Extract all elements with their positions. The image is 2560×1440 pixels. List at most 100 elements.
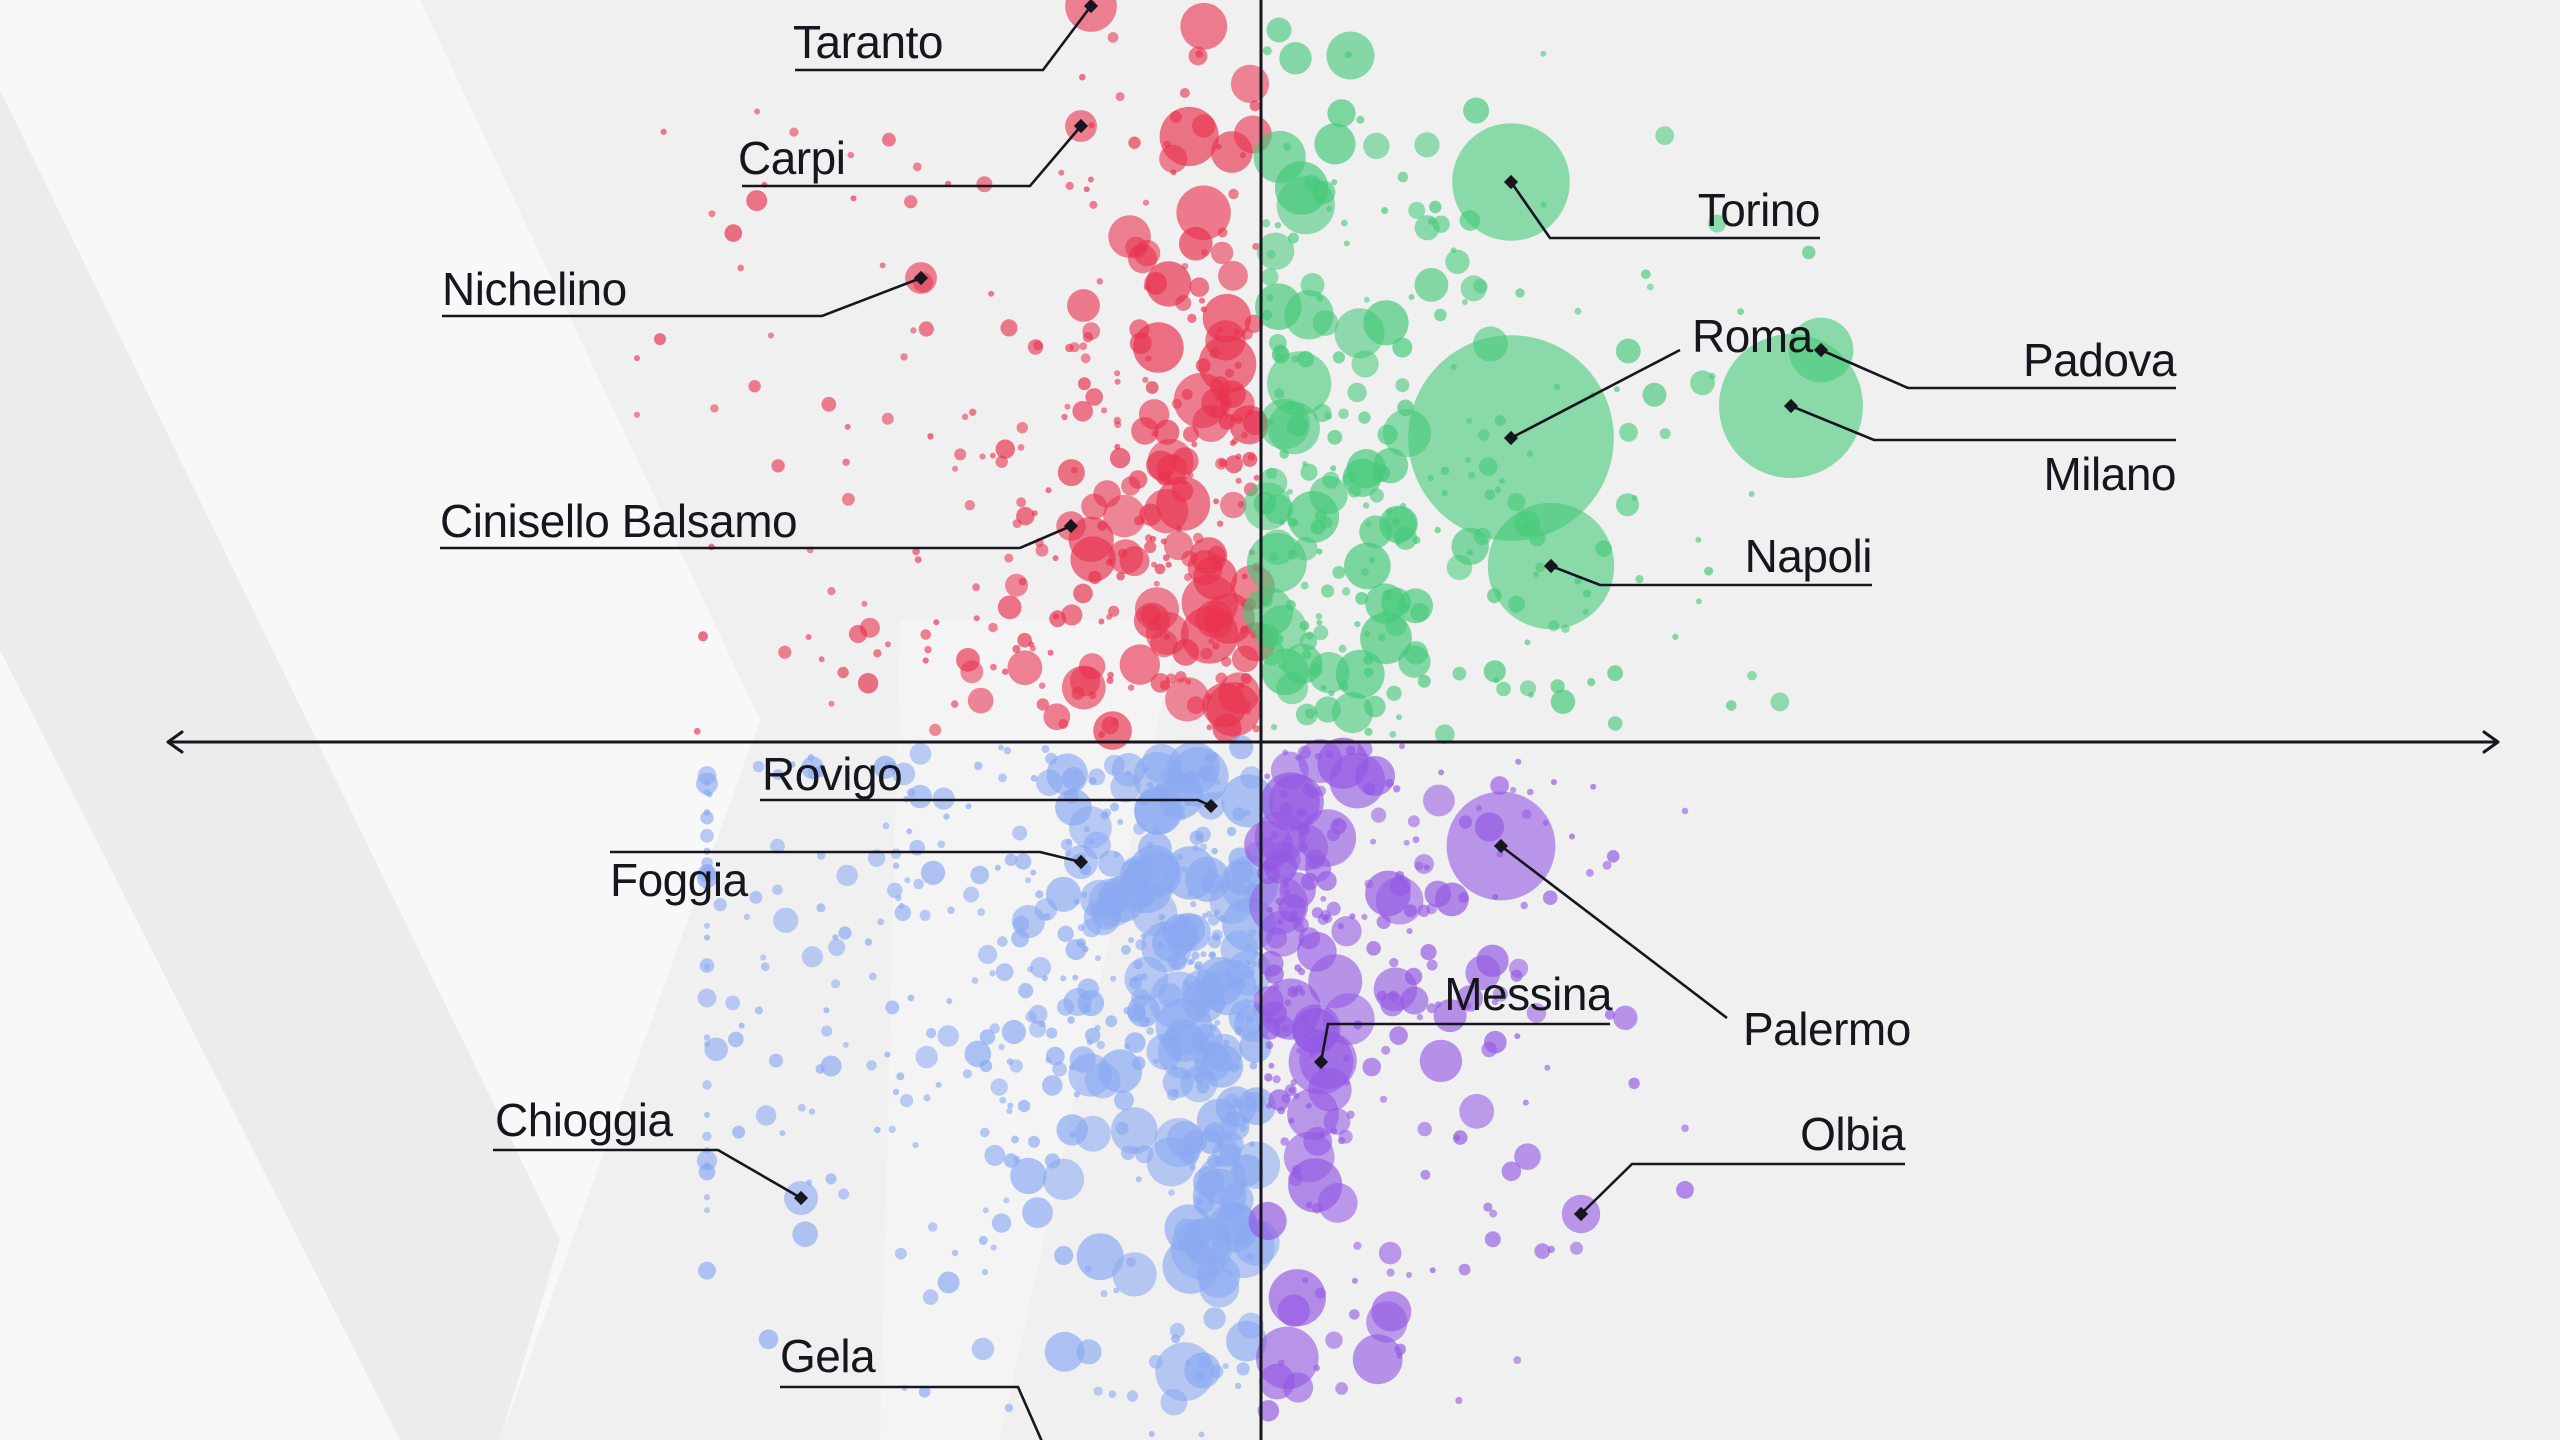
bubble xyxy=(1094,955,1101,962)
bubble xyxy=(1180,1065,1218,1103)
city-label: Padova xyxy=(2023,334,2177,386)
bubble xyxy=(1231,645,1259,673)
bubble xyxy=(1258,468,1288,497)
bubble xyxy=(1446,554,1473,581)
bubble xyxy=(1301,649,1312,660)
bubble xyxy=(1016,497,1027,508)
bubble xyxy=(1492,986,1508,1002)
bubble xyxy=(1144,272,1168,295)
bubble xyxy=(999,1096,1007,1104)
bubble xyxy=(1195,358,1211,373)
bubble xyxy=(848,624,868,644)
label-anchor-marker xyxy=(793,1190,809,1206)
city-label: Palermo xyxy=(1743,1003,1911,1055)
bubble xyxy=(1394,1343,1407,1356)
bubble xyxy=(1528,691,1534,698)
bubble xyxy=(1358,411,1371,424)
city-label: Torino xyxy=(1698,184,1820,236)
bubble xyxy=(1681,807,1689,815)
bubble xyxy=(1353,1241,1362,1250)
bubble xyxy=(1093,711,1132,750)
bubble xyxy=(1184,918,1191,925)
bubble xyxy=(1215,457,1228,470)
bubble xyxy=(1030,957,1051,978)
bubble xyxy=(1030,774,1038,782)
bubble xyxy=(1259,640,1285,666)
bubble xyxy=(1748,491,1755,497)
bubble xyxy=(1042,1158,1085,1201)
label-anchor-marker xyxy=(1203,798,1219,814)
bubble xyxy=(1017,1099,1031,1113)
bubble xyxy=(1631,495,1638,501)
bubble xyxy=(1025,877,1032,884)
bubble xyxy=(977,908,985,916)
bubble xyxy=(1438,769,1445,776)
bubble xyxy=(1300,581,1309,590)
bubble xyxy=(1252,725,1261,733)
bubble xyxy=(792,1221,818,1247)
city-label: Napoli xyxy=(1745,530,1872,582)
bubble xyxy=(1189,277,1210,298)
bubble xyxy=(1334,308,1385,359)
bubble xyxy=(779,1130,786,1137)
bubble xyxy=(1229,735,1254,760)
bubble xyxy=(866,1060,877,1071)
bubble xyxy=(882,822,890,830)
bubble xyxy=(1067,1016,1075,1024)
bubble xyxy=(990,1078,1008,1096)
bubble xyxy=(1285,599,1296,611)
bubble xyxy=(1417,904,1431,917)
bubble xyxy=(1317,1183,1358,1223)
bubble xyxy=(892,1088,900,1096)
bubble xyxy=(1655,126,1675,145)
bubble xyxy=(838,926,852,940)
bubble xyxy=(1331,916,1362,947)
bubble xyxy=(1073,898,1080,905)
bubble xyxy=(838,1188,850,1200)
bubble xyxy=(1287,986,1299,998)
bubble xyxy=(952,465,959,472)
bubble xyxy=(634,355,640,362)
bubble xyxy=(1211,752,1219,759)
bubble xyxy=(1429,200,1442,214)
bubble xyxy=(1406,928,1413,935)
bubble xyxy=(1176,185,1231,240)
bubble xyxy=(1202,776,1209,783)
bubble xyxy=(1708,214,1727,233)
bubble xyxy=(1466,549,1474,556)
bubble xyxy=(1170,1218,1232,1280)
bubble xyxy=(947,906,955,914)
bubble xyxy=(912,162,922,172)
bubble xyxy=(703,1034,711,1041)
label-anchor-marker xyxy=(1573,1206,1589,1222)
bubble xyxy=(884,761,892,768)
bubble xyxy=(895,894,902,902)
bubble xyxy=(702,1131,712,1142)
bubble xyxy=(1042,1075,1063,1096)
bubble xyxy=(1184,573,1192,582)
bubble xyxy=(825,1173,837,1185)
bubble xyxy=(1028,1004,1048,1024)
bubble xyxy=(1550,779,1557,786)
bubble xyxy=(1152,1058,1159,1065)
bubble xyxy=(1389,874,1412,897)
bubble xyxy=(879,262,886,269)
bubble xyxy=(887,882,903,899)
bubble xyxy=(1509,958,1529,978)
bubble xyxy=(1283,142,1292,151)
bubble xyxy=(1298,927,1321,950)
bubble xyxy=(696,1150,718,1171)
bubble xyxy=(1338,1137,1346,1145)
label-anchor-marker xyxy=(1503,174,1519,190)
bubble xyxy=(816,851,826,860)
bubble xyxy=(1366,941,1381,956)
bubble xyxy=(997,595,1022,620)
bubble xyxy=(1364,727,1373,736)
bubble xyxy=(990,1244,997,1251)
bubble xyxy=(1072,769,1079,776)
bubble xyxy=(970,865,989,885)
bubble xyxy=(1399,743,1405,750)
bubble xyxy=(1198,1431,1205,1438)
bubble xyxy=(1338,644,1347,653)
bubble xyxy=(1028,1135,1040,1148)
